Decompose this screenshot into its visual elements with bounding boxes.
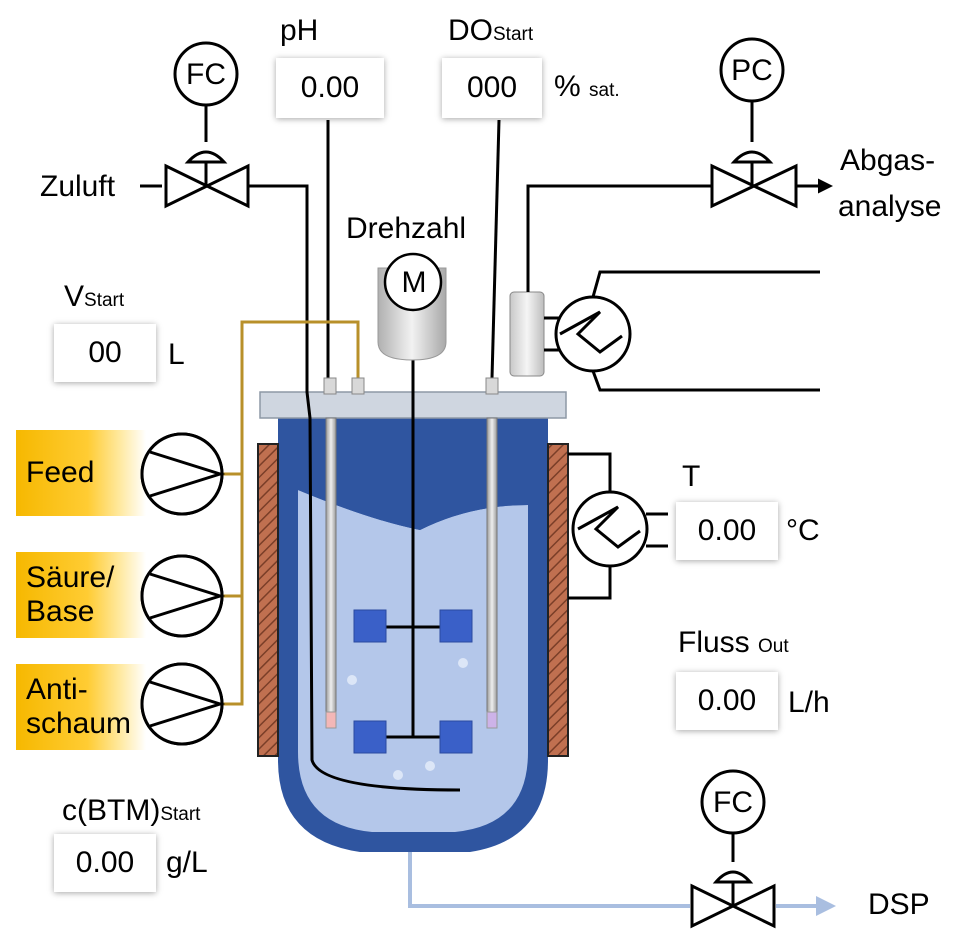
ph-value-field[interactable]: 0.00 — [276, 58, 384, 118]
do-label-main: DO — [448, 14, 493, 47]
outlet-controller-label: FC — [713, 786, 753, 819]
gas-bubble — [458, 658, 468, 668]
btm-label: c(BTM)Start — [62, 796, 200, 826]
flow-out-value: 0.00 — [697, 684, 757, 717]
flow-out-label-main: Fluss — [678, 626, 750, 659]
offgas-label-line2: analyse — [838, 190, 942, 223]
acid-base-pump — [140, 554, 226, 638]
coolant-lines — [591, 270, 820, 392]
do-probe-cap — [485, 377, 499, 395]
temperature-value: 0.00 — [697, 514, 757, 547]
pump-label-line: schaum — [26, 707, 132, 740]
do-value: 000 — [466, 71, 518, 104]
do-value-field[interactable]: 000 — [442, 58, 542, 118]
volume-label-sub: Start — [84, 290, 125, 311]
flow-out-label-sub: Out — [758, 636, 789, 657]
impeller-blade — [439, 720, 473, 754]
flow-out-label: Fluss Out — [678, 628, 789, 658]
offgas-line — [526, 184, 712, 292]
temperature-unit: °C — [786, 514, 820, 547]
do-unit-main: % — [554, 70, 581, 103]
offgas-valve — [710, 37, 798, 209]
do-unit-sub: sat. — [589, 80, 620, 101]
jacket-right — [547, 443, 569, 757]
temperature-label: T — [682, 460, 701, 493]
volume-value: 00 — [88, 336, 122, 369]
drain-line — [408, 852, 690, 908]
feed-lines — [222, 320, 360, 706]
temperature-value-field[interactable]: 0.00 — [676, 502, 778, 560]
pump-label-acid-base: Säure/ Base — [16, 552, 146, 638]
feed-pump — [140, 432, 226, 516]
jacket-left — [257, 443, 279, 757]
do-unit: % sat. — [554, 72, 620, 102]
pump-label-line: Base — [26, 595, 95, 628]
motor-speed-label: Drehzahl — [346, 212, 467, 245]
pump-label-feed: Feed — [16, 430, 146, 516]
pump-label-antifoam: Anti- schaum — [16, 664, 146, 750]
ph-label: pH — [280, 14, 319, 47]
condenser-heat-exchanger — [554, 295, 632, 373]
volume-value-field[interactable]: 00 — [54, 324, 156, 382]
flow-out-value-field[interactable]: 0.00 — [676, 672, 778, 730]
air-controller-label: FC — [186, 58, 226, 91]
do-probe-tip — [486, 711, 498, 729]
flow-out-unit: L/h — [788, 686, 830, 719]
air-line — [248, 184, 461, 792]
btm-label-sub: Start — [160, 804, 201, 825]
impeller-blade — [353, 609, 387, 643]
pressure-controller-label: PC — [731, 54, 773, 87]
outlet-valve — [690, 769, 776, 929]
ph-probe-tip — [325, 711, 337, 729]
gas-bubble — [425, 761, 435, 771]
antifoam-pump — [140, 662, 226, 746]
jacket-heat-exchanger — [571, 490, 649, 568]
do-probe — [486, 417, 498, 719]
air-valve — [164, 41, 250, 209]
volume-label-main: V — [64, 280, 85, 313]
btm-value-field[interactable]: 0.00 — [54, 834, 156, 892]
condenser — [509, 291, 545, 377]
feed-port — [351, 377, 365, 395]
do-label-sub: Start — [493, 24, 534, 45]
motor-symbol-circle — [383, 252, 443, 312]
pump-label-line: Anti- — [26, 673, 88, 706]
offgas-label-line1: Abgas- — [840, 144, 936, 177]
impeller-blade — [353, 720, 387, 754]
volume-label: VStart — [64, 282, 124, 312]
motor-symbol: M — [401, 266, 427, 299]
gas-bubble — [393, 770, 403, 780]
btm-value: 0.00 — [75, 846, 135, 879]
do-label: DOStart — [448, 16, 533, 46]
ph-probe-cap — [323, 377, 337, 395]
ph-value: 0.00 — [300, 71, 360, 104]
dsp-label: DSP — [868, 888, 930, 921]
volume-unit: L — [168, 338, 185, 371]
pump-label-line: Säure/ — [26, 561, 115, 594]
impeller-blade — [439, 609, 473, 643]
btm-unit: g/L — [166, 846, 208, 879]
pump-label-line: Feed — [26, 456, 95, 489]
btm-label-main: c(BTM) — [62, 794, 161, 827]
ph-probe — [325, 417, 337, 719]
air-inlet-label: Zuluft — [40, 170, 116, 203]
gas-bubble — [347, 675, 357, 685]
